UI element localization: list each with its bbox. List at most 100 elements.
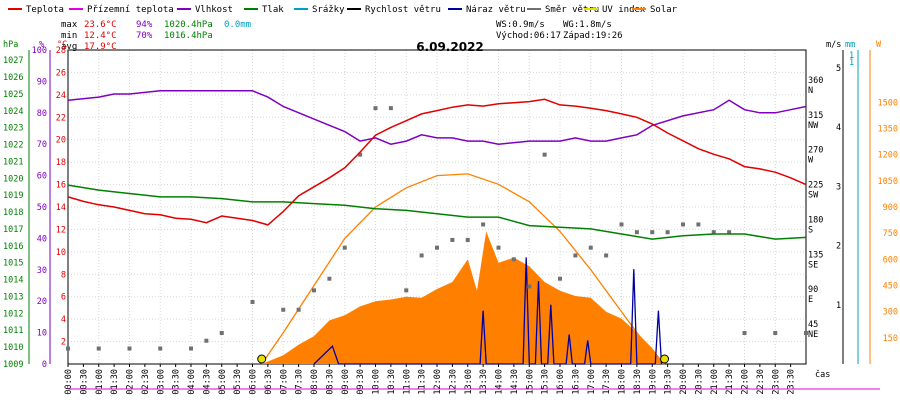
wind-direction-point	[189, 346, 193, 351]
axis-direction-cardinal: E	[808, 295, 813, 305]
axis-x-tick: 16:00	[556, 369, 566, 395]
axis-hpa-tick: 1020	[3, 174, 23, 184]
axis-direction-degree: 180	[808, 215, 823, 225]
wind-direction-point	[511, 257, 516, 262]
wind-direction-point	[711, 230, 716, 235]
wind-direction-point	[542, 152, 547, 157]
axis-x-tick: 22:30	[756, 369, 766, 395]
axis-x-tick: 00:30	[79, 369, 89, 395]
axis-x-tick: 10:00	[372, 369, 382, 395]
axis-direction-degree: 360	[808, 76, 823, 86]
axis-x-tick: 23:30	[787, 369, 797, 395]
axis-ms-tick: 4	[836, 123, 841, 133]
wind-direction-point	[619, 222, 624, 227]
axis-degc-tick: 10	[56, 248, 66, 258]
axis-x-tick: 04:30	[202, 369, 212, 395]
axis-w-tick: 1350	[878, 125, 898, 135]
stat-max-hum: 94%	[136, 20, 153, 30]
axis-hpa-tick: 1021	[3, 157, 23, 167]
legend-item-label: Tlak	[262, 5, 284, 15]
wind-direction-point	[373, 106, 378, 111]
legend-item-label: Rychlost větru	[365, 5, 441, 15]
wind-direction-point	[558, 276, 562, 281]
axis-x-tick: 17:30	[602, 369, 612, 395]
wind-direction-point	[727, 230, 732, 235]
axis-x-tick: 01:30	[110, 369, 120, 395]
axis-hpa-tick: 1027	[3, 56, 23, 66]
axis-degc-tick: 2	[61, 338, 66, 348]
axis-x-tick: 02:30	[141, 369, 151, 395]
chart-title: 6.09.2022	[416, 40, 484, 54]
axis-pct-unit: %	[39, 40, 44, 50]
axis-x-tick: 23:00	[771, 369, 781, 395]
wind-direction-point	[665, 230, 670, 235]
axis-x-tick: 18:00	[618, 369, 628, 395]
wind-direction-point	[419, 253, 424, 258]
axis-w-tick: 300	[883, 308, 898, 318]
axis-ms-tick: 5	[836, 64, 841, 74]
axis-w-tick: 1500	[878, 98, 898, 108]
axis-x-tick: 14:00	[495, 369, 505, 395]
axis-ms-unit: m/s	[826, 40, 841, 50]
stat-wind-gust: WG:1.8m/s	[563, 20, 612, 30]
axis-x-tick: 12:00	[433, 369, 443, 395]
wind-direction-point	[604, 253, 609, 258]
stat-min-label: min	[61, 31, 77, 41]
axis-ms-tick: 1	[836, 301, 841, 311]
legend-item-label: Náraz větru	[466, 5, 526, 15]
wind-direction-point	[96, 346, 101, 351]
axis-x-tick: 03:00	[156, 369, 166, 395]
legend-item-label: Vlhkost	[195, 5, 233, 15]
axis-w-tick: 150	[883, 334, 898, 344]
wind-direction-point	[465, 237, 470, 242]
axis-degc-tick: 8	[61, 270, 66, 280]
series-solar-theoretical	[261, 173, 665, 365]
axis-x-tick: 14:30	[510, 369, 520, 395]
wind-direction-point	[481, 222, 486, 227]
stat-max-temp: 23.6°C	[84, 20, 117, 30]
series-layer	[66, 90, 808, 365]
axis-degc-tick: 6	[61, 293, 66, 303]
axis-hpa-tick: 1014	[3, 276, 23, 286]
uv-marker	[257, 354, 267, 364]
axis-hpa-tick: 1010	[3, 343, 23, 353]
axis-x-tick: 06:00	[249, 369, 259, 395]
wind-direction-point	[573, 253, 578, 258]
axis-degc-tick: 28	[56, 46, 66, 56]
axis-x-tick: 20:00	[679, 369, 689, 395]
axis-hpa-tick: 1009	[3, 360, 23, 370]
axis-hpa-tick: 1013	[3, 292, 23, 302]
wind-direction-point	[804, 330, 808, 335]
series-solar-area	[261, 231, 665, 364]
stat-wind-speed: WS:0.9m/s	[496, 20, 545, 30]
axis-hpa-tick: 1023	[3, 124, 23, 134]
axis-x-tick: 17:00	[587, 369, 597, 395]
axis-x-tick: 21:00	[710, 369, 720, 395]
axis-direction-degree: 135	[808, 250, 823, 260]
series-tlak-line	[67, 184, 807, 240]
axis-x-tick: 10:30	[387, 369, 397, 395]
wind-direction-point	[219, 330, 224, 335]
axis-pct-tick: 0	[42, 360, 47, 370]
axis-x-tick: 00:00	[64, 369, 74, 395]
axis-x-tick: 16:30	[571, 369, 581, 395]
axis-pct-tick: 100	[32, 46, 47, 56]
axis-pct-tick: 20	[37, 297, 47, 307]
axis-direction-degree: 315	[808, 111, 823, 121]
axis-direction-cardinal: NE	[808, 330, 818, 340]
axis-w-tick: 900	[883, 203, 898, 213]
axis-x-tick: 04:00	[187, 369, 197, 395]
axis-x-tick: 07:30	[295, 369, 305, 395]
axis-direction-cardinal: W	[808, 156, 814, 166]
wind-direction-point	[127, 346, 132, 351]
axis-x-tick: 09:30	[356, 369, 366, 395]
axis-x-tick: 19:00	[648, 369, 658, 395]
axis-degc-tick: 14	[56, 203, 66, 213]
axis-x-tick: 03:30	[172, 369, 182, 395]
wind-direction-point	[742, 330, 747, 335]
axes: hPa% °C1009101010111012101310141015101610…	[3, 40, 898, 395]
axis-mm-tick: 1	[849, 51, 854, 61]
axis-x-tick: 07:00	[279, 369, 289, 395]
axis-x-tick: 13:00	[464, 369, 474, 395]
